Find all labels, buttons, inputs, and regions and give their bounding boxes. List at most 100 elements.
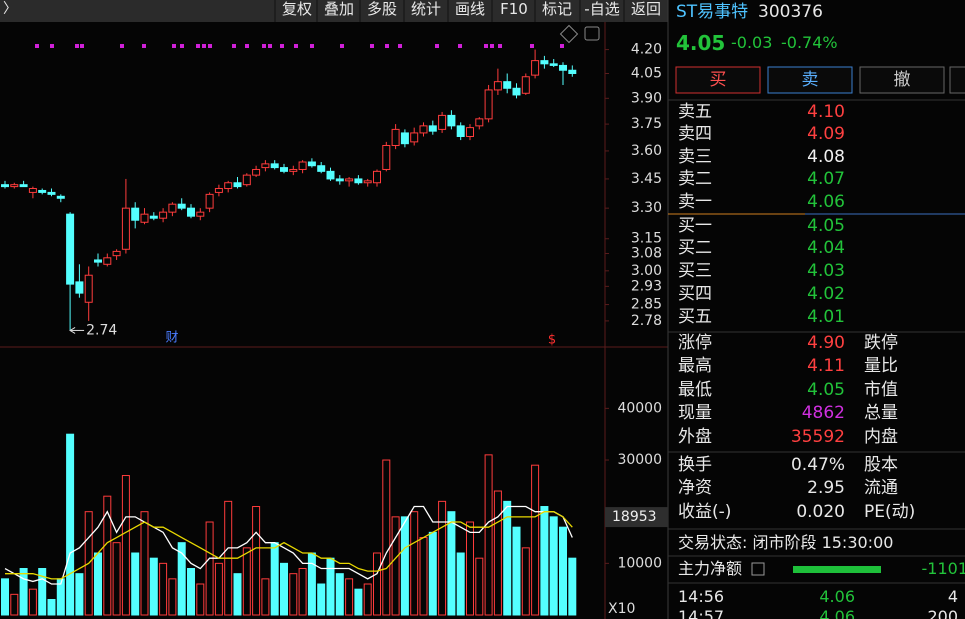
toolbar-button[interactable]: 统计 [410,0,441,18]
trade-button[interactable] [859,66,945,94]
candle-body [559,64,567,71]
candle-body [447,114,456,127]
candle-body [121,207,130,250]
ask-price: 4.07 [807,169,845,189]
bid-price: 4.01 [807,306,845,327]
signal-dot [310,44,314,48]
bid-level: 买四 [678,283,712,304]
trade-button[interactable] [767,66,853,94]
y-tick-label: 3.00 [631,263,662,279]
y-tick-label: 3.08 [631,246,662,262]
candle-body [549,63,558,66]
stock-name: ST易事特 [676,1,749,22]
ask-level: 卖三 [678,146,712,167]
volume-bar [391,516,400,616]
volume-bar [112,542,121,616]
trade-button-label[interactable]: 撤 [893,69,911,90]
stat-label: 最高 [678,356,712,376]
y-tick-label: 4.20 [631,42,662,58]
signal-dot [560,44,564,48]
toolbar-button[interactable]: 标记 [541,0,572,18]
candle-body [270,163,279,169]
trade-price: 4.06 [819,587,855,606]
toolbar-button[interactable]: F10 [500,0,528,18]
candle-body [38,189,47,193]
candle-body [159,211,168,219]
volume-bar [140,511,149,616]
toolbar-button[interactable]: 画线 [454,0,485,18]
trade-button-label[interactable]: 买 [709,69,727,90]
change-pct: -0.74% [781,33,838,52]
volume-ma-line [4,505,573,585]
candle-body [242,174,251,186]
signal-dot [484,44,488,48]
toolbar-button[interactable]: 复权 [281,0,312,18]
trade-button[interactable] [949,66,965,94]
signal-dot [202,44,206,48]
stat-value: 4.11 [807,356,845,376]
candle-body [140,213,149,223]
ask-level: 卖一 [678,191,712,212]
volume-bar [94,552,102,616]
candle-body [382,144,391,170]
candle-body [280,167,288,172]
candle-body [568,69,577,74]
stat-value: 35592 [790,426,845,447]
candle-body [484,89,493,120]
scale-label: X10 [608,601,635,617]
candle-body [512,87,521,96]
stat-label: 最低 [678,379,712,400]
candle-body [540,60,549,65]
flow-value: -1101 [921,559,965,578]
bid-price: 4.02 [807,283,845,304]
signal-dot [490,44,494,48]
volume-bar [419,537,428,616]
volume-bar [168,578,177,616]
signal-dot [80,44,84,48]
candle-body [19,184,28,188]
finance-value: 0.020 [796,501,845,522]
volume-bar [466,521,474,616]
y-tick-label: 2.93 [631,278,662,294]
candle-body [131,207,140,221]
candle-body [326,170,335,180]
dividend-marker[interactable]: $ [548,333,556,348]
stock-code: 300376 [758,1,823,22]
candle-body [94,259,102,263]
back-icon[interactable]: 〉 [3,1,17,17]
volume-bar [438,500,447,616]
trade-button[interactable] [675,66,761,94]
stat-value: 4.05 [807,379,845,400]
tool-icon[interactable] [559,24,579,44]
bid-price: 4.04 [807,238,845,259]
bid-level: 买三 [678,261,712,282]
volume-bar [559,526,567,616]
y-tick-label: 3.60 [631,143,662,159]
volume-bar [382,459,391,616]
candle-body [531,60,540,76]
candle-body [196,211,205,217]
volume-bar [484,454,493,616]
candle-body [503,81,512,89]
candle-body [1,184,9,188]
toolbar-button[interactable]: 叠加 [323,0,354,18]
candle-body [75,281,84,294]
finance-marker[interactable]: 财 [165,331,178,346]
tool-icon[interactable] [584,26,600,41]
flow-icon[interactable] [751,562,765,576]
volume-bar [149,557,158,616]
candle-body [466,127,474,137]
toolbar-button[interactable]: 多股 [366,0,397,18]
volume-bar [373,552,381,616]
candle-body [307,161,316,167]
signal-dot [196,44,200,48]
trade-button-label[interactable]: 卖 [801,69,819,90]
toolbar-button[interactable]: 返回 [630,0,661,18]
y-tick-label: 30000 [617,452,662,468]
ask-level: 卖四 [678,124,712,144]
ask-price: 4.09 [807,124,845,144]
toolbar-button[interactable]: -自选 [584,0,620,18]
stat-label: 量比 [864,356,898,376]
